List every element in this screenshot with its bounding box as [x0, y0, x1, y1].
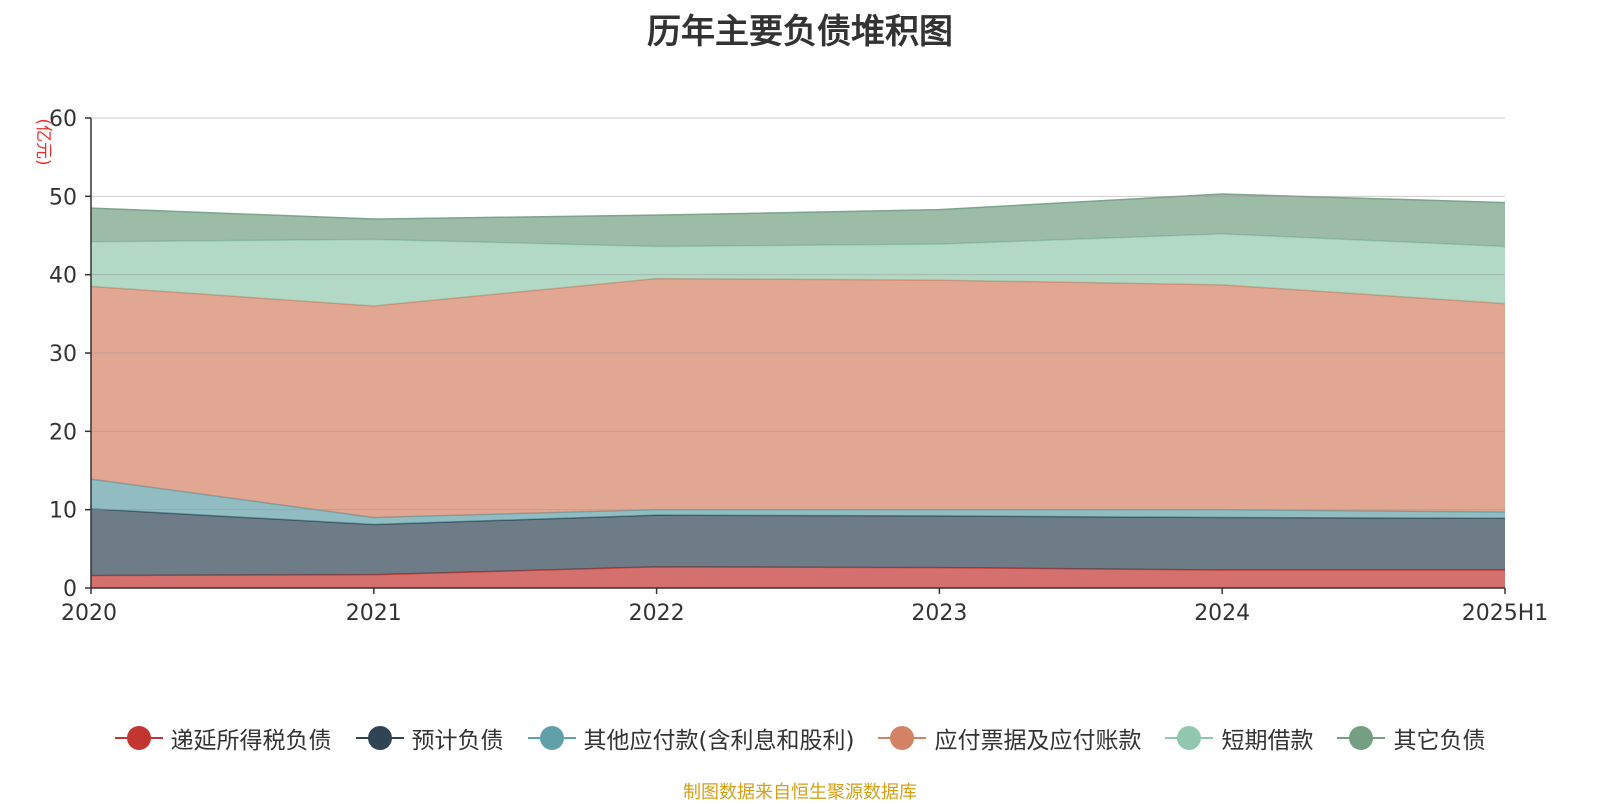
legend-label: 预计负债 [411, 728, 504, 754]
legend-item-4[interactable]: 短期借款 [1165, 721, 1313, 755]
legend-marker-dot [126, 726, 151, 750]
legend-item-5[interactable]: 其它负债 [1337, 721, 1485, 755]
y-tick-label: 50 [49, 185, 77, 210]
legend-item-2[interactable]: 其他应付款(含利息和股利) [527, 721, 855, 755]
x-tick-label: 2021 [346, 601, 402, 626]
legend-item-3[interactable]: 应付票据及应付账款 [878, 721, 1141, 755]
legend-marker-dot [890, 726, 915, 750]
legend-marker-dot [1349, 726, 1374, 750]
legend-item-0[interactable]: 递延所得税负债 [114, 721, 332, 755]
chart-title: 历年主要负债堆积图 [647, 12, 953, 52]
legend-marker [355, 726, 404, 750]
legend-marker [1165, 726, 1214, 750]
x-tick-label: 2020 [61, 601, 117, 626]
legend-marker-dot [539, 726, 564, 750]
x-tick-label: 2023 [911, 601, 967, 626]
legend-marker [114, 726, 163, 750]
legend-label: 短期借款 [1221, 728, 1314, 754]
x-tick-label: 2025H1 [1462, 601, 1549, 626]
area-series-0 [91, 566, 1505, 588]
legend-label: 应付票据及应付账款 [934, 728, 1142, 754]
legend-marker-dot [367, 726, 392, 750]
x-tick-label: 2022 [629, 601, 685, 626]
series-line-5 [90, 193, 1506, 220]
y-tick-label: 10 [49, 499, 77, 524]
legend-marker [1337, 726, 1386, 750]
legend-marker [878, 726, 927, 750]
legend: 递延所得税负债 预计负债 其他应付款(含利息和股利) 应付票据及应付账款 短期借款 其它负… [0, 718, 1600, 758]
legend-marker-dot [1177, 726, 1202, 750]
area-series-3 [91, 278, 1505, 518]
legend-label: 递延所得税负债 [170, 728, 332, 754]
area-series-1 [91, 508, 1505, 576]
x-tick-label: 2024 [1194, 601, 1250, 626]
y-tick-label: 20 [49, 420, 77, 445]
y-tick-label: 0 [63, 577, 77, 602]
y-tick-label: 30 [49, 342, 77, 367]
source-note: 制图数据来自恒生聚源数据库 [683, 782, 917, 803]
area-series-4 [91, 233, 1505, 306]
legend-marker [527, 726, 576, 750]
y-tick-label: 40 [49, 264, 77, 289]
legend-item-1[interactable]: 预计负债 [355, 721, 504, 755]
y-tick-label: 60 [49, 107, 77, 132]
legend-label: 其它负债 [1393, 728, 1486, 754]
y-axis-label: (亿元) [33, 118, 53, 165]
area-series-5 [91, 193, 1505, 247]
area-series-2 [91, 479, 1505, 525]
legend-label: 其他应付款(含利息和股利) [583, 728, 855, 754]
area-chart: 0 10 20 30 40 50 60 2020 2021 2022 2023 2024 2025H1 (… [33, 107, 1549, 626]
